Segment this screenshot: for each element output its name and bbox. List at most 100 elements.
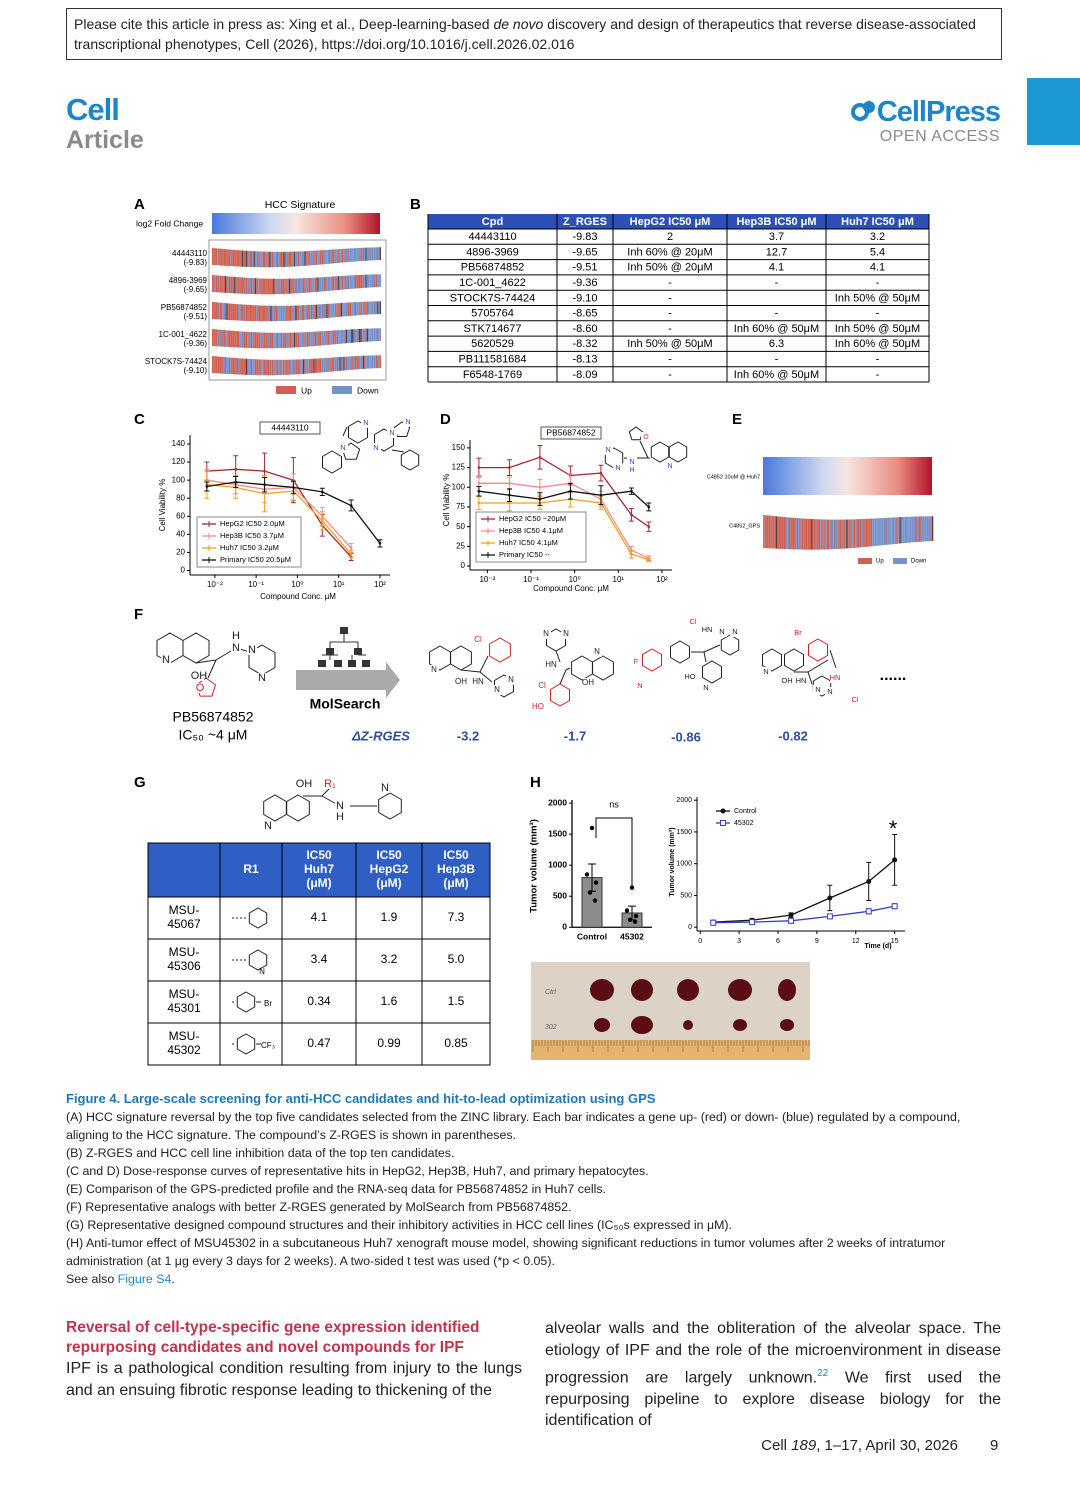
figure-link[interactable]: Figure S4 [117, 1272, 172, 1286]
data-point [647, 505, 651, 509]
table-cell: 4.1 [311, 910, 328, 924]
gene-stripe [838, 519, 840, 549]
gene-stripe [226, 303, 228, 320]
gene-stripe [321, 250, 323, 265]
gene-stripe [306, 251, 309, 266]
gene-stripe [329, 276, 331, 291]
gene-stripe [291, 251, 293, 267]
gene-stripe [223, 330, 225, 347]
gene-stripe [316, 277, 318, 292]
gene-stripe [231, 249, 233, 267]
gene-stripe [261, 332, 263, 349]
legend-label: HepG2 IC50 2.0μM [220, 519, 285, 528]
gene-stripe [344, 329, 346, 344]
table-cell: 3.2 [870, 231, 885, 243]
gene-stripe [338, 303, 340, 317]
gene-stripe [299, 332, 301, 348]
gene-stripe [291, 359, 293, 375]
data-point [538, 485, 542, 489]
gene-stripe [226, 276, 228, 293]
color-scale [763, 457, 932, 495]
compound-id: MSU- [169, 945, 200, 959]
table-cell: - [668, 308, 672, 320]
y-tick-label: 25 [456, 541, 465, 550]
structure-bond [460, 669, 481, 673]
gene-stripe [213, 329, 215, 347]
gene-stripe [361, 328, 363, 343]
gene-stripe [251, 305, 253, 322]
gene-stripe [279, 359, 281, 376]
gene-stripe [260, 359, 262, 376]
gene-stripe [245, 331, 248, 348]
gene-stripe [371, 247, 374, 261]
gene-stripe [356, 356, 358, 370]
row-score: (-9.65) [183, 285, 207, 294]
gene-stripe [261, 305, 263, 322]
series-line [206, 484, 352, 555]
gene-stripe [926, 516, 929, 542]
gene-stripe [816, 519, 818, 550]
gene-stripe [305, 305, 307, 320]
gene-stripe [219, 329, 222, 347]
gene-stripe [332, 276, 335, 291]
gene-stripe [347, 248, 349, 263]
gene-stripe [331, 357, 333, 372]
gene-stripe [257, 359, 259, 376]
delta-value: -0.86 [671, 729, 701, 744]
gene-stripe [279, 332, 281, 349]
gene-stripe [326, 249, 328, 264]
table-cell: 1.9 [381, 910, 398, 924]
reference-link[interactable]: 22 [817, 1368, 829, 1379]
tumor [683, 1020, 693, 1030]
series-line [206, 468, 352, 558]
gene-stripe [344, 275, 346, 290]
structure-bond [555, 650, 561, 663]
table-cell: - [876, 308, 880, 320]
atom-label: N [258, 672, 266, 684]
gene-stripe [314, 331, 316, 347]
gene-stripe [334, 249, 336, 264]
gene-stripe [339, 330, 341, 344]
gene-stripe [293, 251, 296, 267]
gene-stripe [254, 251, 257, 268]
gene-stripe [768, 515, 770, 549]
tumor [728, 979, 752, 1001]
gene-stripe [318, 304, 320, 319]
gene-stripe [322, 358, 324, 373]
atom-bg [830, 673, 840, 683]
gene-stripe [297, 278, 300, 294]
gene-stripe [355, 302, 357, 316]
gene-stripe [921, 516, 923, 542]
gene-stripe [262, 332, 264, 349]
table-cell: F6548-1769 [463, 369, 522, 381]
gene-stripe [228, 330, 231, 348]
gene-stripe [792, 517, 795, 550]
gene-stripe [240, 277, 242, 294]
table-header [148, 843, 490, 897]
gene-stripe [292, 332, 294, 348]
gene-stripe [338, 330, 340, 344]
gene-stripe [774, 516, 776, 549]
data-point [538, 456, 542, 459]
gene-stripe [225, 330, 227, 347]
atom-label: N [629, 459, 634, 466]
atom-label: H [629, 467, 634, 474]
x-tick-label: 10¹ [613, 575, 625, 584]
atom-label: N [340, 443, 345, 452]
data-point [477, 482, 481, 485]
gene-stripe [336, 357, 339, 372]
gene-stripe [252, 332, 254, 349]
gene-stripe [265, 359, 267, 376]
table-cell: -9.51 [572, 262, 597, 274]
gene-stripe [222, 248, 224, 266]
gene-stripe [227, 303, 229, 320]
gene-stripe [230, 357, 232, 375]
table-header-cell: IC50 [376, 848, 402, 862]
gene-stripe [343, 302, 345, 317]
table-cell: - [668, 277, 672, 289]
gene-stripe [226, 249, 228, 266]
gene-stripe [231, 330, 233, 348]
caption-line: (A) HCC signature reversal by the top fi… [66, 1110, 961, 1142]
gene-stripe [286, 278, 288, 294]
gene-stripe [267, 332, 270, 349]
